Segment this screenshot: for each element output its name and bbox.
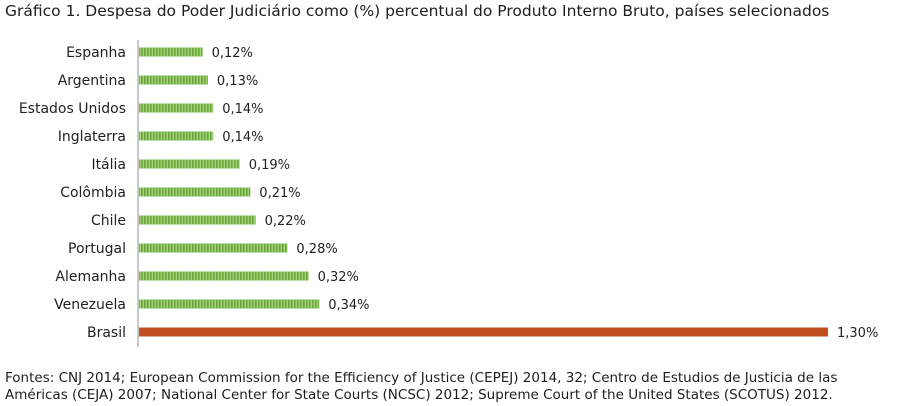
value-label: 0,32% xyxy=(318,270,359,285)
bar xyxy=(139,131,214,141)
category-label: Espanha xyxy=(66,45,126,61)
value-label: 0,12% xyxy=(212,46,253,61)
source-footer: Fontes: CNJ 2014; European Commission fo… xyxy=(5,370,905,404)
bar-highlight xyxy=(139,327,828,337)
category-label: Estados Unidos xyxy=(19,101,126,117)
category-label: Inglaterra xyxy=(58,129,126,145)
bar xyxy=(139,215,256,225)
source-line-1: Fontes: CNJ 2014; European Commission fo… xyxy=(5,370,838,386)
bar xyxy=(139,47,203,57)
bar xyxy=(139,271,309,281)
value-label: 0,13% xyxy=(217,74,258,89)
value-label: 1,30% xyxy=(837,326,878,341)
bar xyxy=(139,187,251,197)
category-label: Brasil xyxy=(87,325,126,341)
bars-layer: Espanha 0,12% Argentina 0,13% Estados Unidos… xyxy=(19,45,878,341)
value-label: 0,28% xyxy=(296,242,337,257)
bar xyxy=(139,299,320,309)
value-label: 0,14% xyxy=(222,102,263,117)
value-label: 0,19% xyxy=(249,158,290,173)
bar xyxy=(139,75,208,85)
bar-chart: Espanha 0,12% Argentina 0,13% Estados Unidos… xyxy=(19,40,878,347)
bar xyxy=(139,103,214,113)
category-label: Venezuela xyxy=(54,297,126,313)
chart-title: Gráfico 1. Despesa do Poder Judiciário c… xyxy=(5,2,830,20)
value-label: 0,21% xyxy=(259,186,300,201)
source-line-2: Américas (CEJA) 2007; National Center fo… xyxy=(5,387,833,403)
category-label: Chile xyxy=(91,213,126,229)
value-label: 0,22% xyxy=(265,214,306,229)
category-label: Itália xyxy=(91,157,126,173)
value-label: 0,34% xyxy=(328,298,369,313)
bar xyxy=(139,159,240,169)
bar xyxy=(139,243,288,253)
category-label: Colômbia xyxy=(60,185,126,201)
category-label: Alemanha xyxy=(55,269,126,285)
category-label: Argentina xyxy=(58,73,126,89)
category-label: Portugal xyxy=(68,241,126,257)
value-label: 0,14% xyxy=(222,130,263,145)
